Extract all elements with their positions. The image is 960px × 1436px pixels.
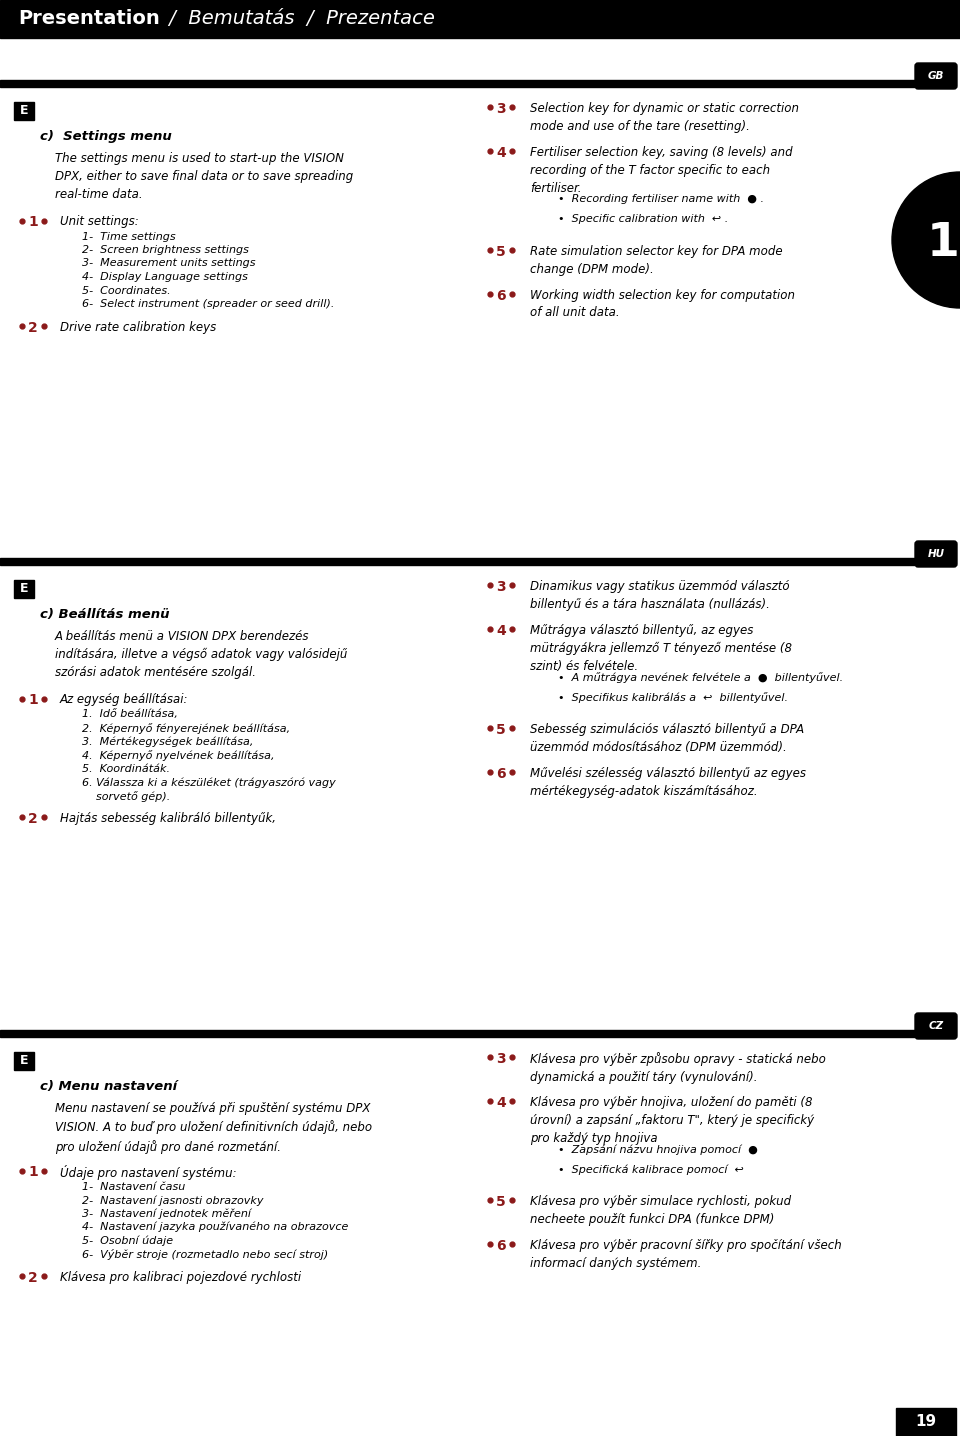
Text: A beállítás menü a VISION DPX berendezés
indítására, illetve a végső adatok vagy: A beállítás menü a VISION DPX berendezés… xyxy=(55,630,348,679)
Text: Selection key for dynamic or static correction
mode and use of the tare (resetti: Selection key for dynamic or static corr… xyxy=(530,102,799,134)
Bar xyxy=(0,1030,915,1037)
Text: Drive rate calibration keys: Drive rate calibration keys xyxy=(60,320,216,333)
Text: •  Specific calibration with  ↩ .: • Specific calibration with ↩ . xyxy=(558,214,729,224)
Text: 1-  Time settings: 1- Time settings xyxy=(82,231,176,241)
Text: HU: HU xyxy=(927,549,945,559)
Bar xyxy=(0,80,915,88)
Text: Klávesa pro výběr způsobu opravy - statická nebo
dynamická a použití táry (vynul: Klávesa pro výběr způsobu opravy - stati… xyxy=(530,1053,826,1084)
Text: 2.  Képernyő fényerejének beállítása,: 2. Képernyő fényerejének beállítása, xyxy=(82,722,290,734)
Text: 6: 6 xyxy=(496,1238,506,1252)
Bar xyxy=(0,559,915,564)
Text: 3: 3 xyxy=(496,580,506,595)
Text: 6. Válassza ki a készüléket (trágyaszóró vagy
    sorvető gép).: 6. Válassza ki a készüléket (trágyaszóró… xyxy=(82,777,336,803)
Text: Klávesa pro výběr simulace rychlosti, pokud
necheete použít funkci DPA (funkce D: Klávesa pro výběr simulace rychlosti, po… xyxy=(530,1195,791,1225)
Text: 4.  Képernyő nyelvének beállítása,: 4. Képernyő nyelvének beállítása, xyxy=(82,750,275,761)
Text: Presentation: Presentation xyxy=(18,10,159,29)
Text: Menu nastavení se používá při spuštění systému DPX
VISION. A to buď pro uložení : Menu nastavení se používá při spuštění s… xyxy=(55,1101,372,1155)
Text: 5: 5 xyxy=(496,1195,506,1209)
Text: 1: 1 xyxy=(28,694,37,708)
Text: •  Specifická kalibrace pomocí  ↩: • Specifická kalibrace pomocí ↩ xyxy=(558,1165,744,1175)
Text: 5: 5 xyxy=(496,244,506,258)
Bar xyxy=(896,1409,956,1436)
Text: 1: 1 xyxy=(926,221,959,266)
Text: Klávesa pro výběr hnojiva, uložení do paměti (8
úrovní) a zapsání „faktoru T", k: Klávesa pro výběr hnojiva, uložení do pa… xyxy=(530,1096,814,1144)
Text: c)  Settings menu: c) Settings menu xyxy=(40,131,172,144)
Text: 5-  Osobní údaje: 5- Osobní údaje xyxy=(82,1235,173,1246)
Text: Hajtás sebesség kalibráló billentyűk,: Hajtás sebesség kalibráló billentyűk, xyxy=(60,811,276,826)
Text: Klávesa pro kalibraci pojezdové rychlosti: Klávesa pro kalibraci pojezdové rychlost… xyxy=(60,1271,301,1284)
Text: 1: 1 xyxy=(28,215,37,230)
Text: 4: 4 xyxy=(496,1096,506,1110)
Text: 6-  Výběr stroje (rozmetadlo nebo secí stroj): 6- Výběr stroje (rozmetadlo nebo secí st… xyxy=(82,1249,328,1259)
FancyBboxPatch shape xyxy=(14,102,34,121)
Text: 4: 4 xyxy=(496,625,506,638)
Text: Klávesa pro výběr pracovní šířky pro spočítání všech
informací daných systémem.: Klávesa pro výběr pracovní šířky pro spo… xyxy=(530,1238,842,1269)
FancyBboxPatch shape xyxy=(14,1053,34,1070)
Text: 1-  Nastavení času: 1- Nastavení času xyxy=(82,1182,185,1192)
Text: 4: 4 xyxy=(496,146,506,159)
Text: •  Specifikus kalibrálás a  ↩  billentyűvel.: • Specifikus kalibrálás a ↩ billentyűvel… xyxy=(558,692,788,704)
Text: Dinamikus vagy statikus üzemmód választó
billentyű és a tára használata (nullázá: Dinamikus vagy statikus üzemmód választó… xyxy=(530,580,790,610)
Text: Sebesség szimulációs választó billentyű a DPA
üzemmód módosításához (DPM üzemmód: Sebesség szimulációs választó billentyű … xyxy=(530,722,804,754)
Text: 4-  Display Language settings: 4- Display Language settings xyxy=(82,271,248,281)
Text: Údaje pro nastavení systému:: Údaje pro nastavení systému: xyxy=(60,1166,236,1180)
Text: 1: 1 xyxy=(28,1166,37,1179)
Text: The settings menu is used to start-up the VISION
DPX, either to save final data : The settings menu is used to start-up th… xyxy=(55,152,353,201)
FancyBboxPatch shape xyxy=(915,63,957,89)
Bar xyxy=(0,0,960,37)
Text: 6: 6 xyxy=(496,289,506,303)
Text: Rate simulation selector key for DPA mode
change (DPM mode).: Rate simulation selector key for DPA mod… xyxy=(530,244,782,276)
Text: Working width selection key for computation
of all unit data.: Working width selection key for computat… xyxy=(530,289,795,319)
Text: Unit settings:: Unit settings: xyxy=(60,215,139,228)
Text: E: E xyxy=(20,1054,28,1067)
Text: 1.  Idő beállítása,: 1. Idő beállítása, xyxy=(82,709,178,719)
Text: •  Zapsání názvu hnojiva pomocí  ●: • Zapsání názvu hnojiva pomocí ● xyxy=(558,1144,757,1155)
Text: 5: 5 xyxy=(496,722,506,737)
Text: 2: 2 xyxy=(28,811,37,826)
Text: CZ: CZ xyxy=(928,1021,944,1031)
Text: c) Menu nastavení: c) Menu nastavení xyxy=(40,1080,178,1093)
FancyBboxPatch shape xyxy=(14,580,34,597)
Text: 5.  Koordináták.: 5. Koordináták. xyxy=(82,764,170,774)
Text: 3-  Nastavení jednotek měření: 3- Nastavení jednotek měření xyxy=(82,1209,251,1219)
Text: E: E xyxy=(20,105,28,118)
Circle shape xyxy=(892,172,960,307)
Text: 2: 2 xyxy=(28,1271,37,1284)
Text: Fertiliser selection key, saving (8 levels) and
recording of the T factor specif: Fertiliser selection key, saving (8 leve… xyxy=(530,146,793,195)
FancyBboxPatch shape xyxy=(915,541,957,567)
Text: 2-  Screen brightness settings: 2- Screen brightness settings xyxy=(82,246,249,256)
Text: •  A műtrágya nevének felvétele a  ●  billentyűvel.: • A műtrágya nevének felvétele a ● bille… xyxy=(558,672,843,684)
Text: 6: 6 xyxy=(496,767,506,781)
Text: 3.  Mértékegységek beállítása,: 3. Mértékegységek beállítása, xyxy=(82,737,253,747)
Text: 2-  Nastavení jasnosti obrazovky: 2- Nastavení jasnosti obrazovky xyxy=(82,1195,263,1205)
Text: Művelési szélesség választó billentyű az egyes
mértékegység-adatok kiszámításáho: Művelési szélesség választó billentyű az… xyxy=(530,767,806,797)
Text: /  Bemutatás  /  Prezentace: / Bemutatás / Prezentace xyxy=(163,10,435,29)
Text: •  Recording fertiliser name with  ● .: • Recording fertiliser name with ● . xyxy=(558,194,764,204)
Text: Műtrágya választó billentyű, az egyes
mütrágyákra jellemző T tényező mentése (8
: Műtrágya választó billentyű, az egyes mü… xyxy=(530,625,792,673)
Text: Az egység beállításai:: Az egység beállításai: xyxy=(60,694,188,707)
Text: 3: 3 xyxy=(496,102,506,116)
Text: 4-  Nastavení jazyka používaného na obrazovce: 4- Nastavení jazyka používaného na obraz… xyxy=(82,1222,348,1232)
Text: 6-  Select instrument (spreader or seed drill).: 6- Select instrument (spreader or seed d… xyxy=(82,299,334,309)
Text: 3-  Measurement units settings: 3- Measurement units settings xyxy=(82,258,255,269)
Text: 3: 3 xyxy=(496,1053,506,1066)
Text: GB: GB xyxy=(927,70,945,80)
Text: E: E xyxy=(20,583,28,596)
FancyBboxPatch shape xyxy=(915,1012,957,1040)
Text: 2: 2 xyxy=(28,320,37,335)
Text: c) Beállítás menü: c) Beállítás menü xyxy=(40,607,170,620)
Text: 19: 19 xyxy=(916,1414,937,1429)
Text: 5-  Coordinates.: 5- Coordinates. xyxy=(82,286,171,296)
